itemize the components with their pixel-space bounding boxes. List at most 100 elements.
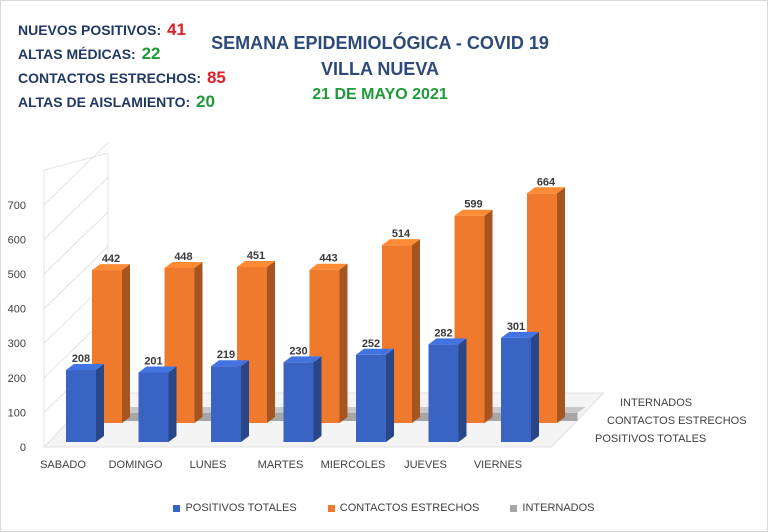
contactos-bar-side: [339, 263, 348, 423]
stats-panel: NUEVOS POSITIVOS: 41 ALTAS MÉDICAS: 22 C…: [18, 18, 226, 114]
contactos-bar-top: [92, 264, 130, 271]
positivos-bar-side: [458, 338, 467, 442]
legend-swatch: [510, 504, 518, 512]
depth-axis-label: POSITIVOS TOTALES: [595, 433, 706, 445]
x-tick-label: MARTES: [258, 459, 304, 471]
positivos-value-label: 219: [217, 349, 235, 361]
positivos-bar-front: [283, 362, 314, 442]
x-tick-label: LUNES: [190, 459, 227, 471]
y-tick-label: 100: [8, 407, 26, 419]
y-tick-label: 0: [20, 442, 26, 454]
positivos-value-label: 252: [362, 338, 380, 350]
contactos-bar-side: [484, 209, 493, 423]
positivos-bar-side: [313, 356, 322, 442]
positivos-bar: [283, 356, 322, 442]
positivos-bar-top: [501, 331, 539, 338]
stat-label: ALTAS DE AISLAMIENTO:: [18, 94, 191, 110]
chart-title: SEMANA EPIDEMIOLÓGICA - COVID 19: [211, 33, 549, 53]
positivos-bar-top: [283, 356, 322, 363]
positivos-bar-front: [428, 344, 459, 442]
positivos-bar-top: [66, 364, 104, 371]
legend-label: INTERNADOS: [522, 502, 595, 514]
side-wall-gridline: [43, 211, 109, 275]
contactos-bar-top: [382, 239, 420, 246]
positivos-bar-side: [386, 348, 394, 442]
positivos-bar-side: [96, 364, 104, 442]
contactos-bar-side: [557, 187, 565, 423]
side-wall-gridline: [43, 246, 109, 309]
positivos-bar-front: [356, 354, 386, 442]
contactos-bar-side: [267, 260, 275, 423]
positivos-bar-front: [211, 366, 241, 442]
bar-chart-3d: 0 100 200 300 400 500 600 700 SABADO DOMINGO LUNES…: [8, 142, 747, 471]
legend-label: CONTACTOS ESTRECHOS: [339, 502, 480, 514]
legend-item-contactos: CONTACTOS ESTRECHOS: [327, 502, 480, 514]
stat-value: 22: [141, 44, 161, 63]
legend-item-internados: INTERNADOS: [510, 502, 595, 514]
legend-swatch: [327, 504, 335, 512]
positivos-bar-top: [356, 348, 394, 355]
contactos-bar-top: [454, 209, 493, 216]
positivos-value-label: 301: [507, 321, 525, 333]
y-tick-label: 700: [8, 200, 26, 212]
contactos-value-label: 443: [319, 253, 337, 265]
y-tick-label: 300: [8, 338, 26, 350]
y-tick-label: 400: [8, 304, 26, 316]
positivos-value-label: 282: [434, 327, 452, 339]
depth-axis-label: CONTACTOS ESTRECHOS: [607, 415, 747, 427]
positivos-bar: [428, 338, 467, 442]
contactos-bar-top: [527, 187, 565, 194]
stat-nuevos-positivos: NUEVOS POSITIVOS: 41: [18, 18, 226, 42]
depth-axis-label: INTERNADOS: [620, 397, 692, 409]
contactos-value-label: 442: [102, 253, 120, 265]
chart-legend: POSITIVOS TOTALES CONTACTOS ESTRECHOS IN…: [0, 502, 768, 514]
x-tick-label: SABADO: [40, 459, 86, 471]
positivos-bar-side: [168, 366, 177, 442]
legend-item-positivos: POSITIVOS TOTALES: [173, 502, 297, 514]
positivos-bar-top: [138, 366, 177, 373]
stat-altas-medicas: ALTAS MÉDICAS: 22: [18, 42, 226, 66]
side-wall-gridline: [43, 177, 109, 240]
contactos-value-label: 664: [537, 176, 556, 188]
side-wall-gridline: [43, 142, 109, 206]
positivos-bar-side: [531, 331, 539, 442]
chart-subtitle: VILLA NUEVA: [320, 59, 439, 79]
contactos-bar-top: [164, 261, 203, 268]
positivos-bar: [356, 348, 394, 442]
stat-altas-aislamiento: ALTAS DE AISLAMIENTO: 20: [18, 90, 226, 114]
positivos-bar-top: [428, 338, 467, 345]
positivos-bar: [138, 366, 177, 442]
positivos-bar-front: [138, 372, 169, 442]
positivos-bar-top: [211, 360, 249, 367]
chart-date: 21 DE MAYO 2021: [312, 86, 448, 103]
y-tick-label: 500: [8, 269, 26, 281]
contactos-bar-side: [122, 264, 130, 423]
legend-label: POSITIVOS TOTALES: [185, 502, 297, 514]
positivos-value-label: 201: [144, 355, 162, 367]
positivos-bar-side: [241, 360, 249, 442]
contactos-bar-top: [309, 263, 348, 270]
y-tick-label: 200: [8, 373, 26, 385]
stat-contactos-estrechos: CONTACTOS ESTRECHOS: 85: [18, 66, 226, 90]
positivos-value-label: 208: [72, 353, 90, 365]
contactos-bar-side: [194, 261, 203, 423]
contactos-value-label: 599: [464, 199, 482, 211]
positivos-bar: [501, 331, 539, 442]
contactos-value-label: 448: [174, 251, 192, 263]
stat-label: ALTAS MÉDICAS:: [18, 46, 136, 62]
x-tick-label: DOMINGO: [109, 459, 163, 471]
contactos-value-label: 451: [247, 250, 265, 262]
x-tick-label: JUEVES: [404, 459, 447, 471]
stat-label: CONTACTOS ESTRECHOS:: [18, 70, 202, 86]
chart-title-block: SEMANA EPIDEMIOLÓGICA - COVID 19 VILLA N…: [180, 30, 580, 106]
stat-label: NUEVOS POSITIVOS:: [18, 22, 162, 38]
stat-value: 20: [196, 92, 215, 111]
positivos-bar: [66, 364, 104, 442]
positivos-bar: [211, 360, 249, 442]
contactos-value-label: 514: [392, 228, 411, 240]
contactos-bar-side: [412, 239, 420, 423]
stat-value: 41: [167, 20, 186, 39]
positivos-bar-front: [66, 370, 96, 442]
legend-swatch: [173, 504, 181, 512]
contactos-bar-top: [237, 260, 275, 267]
